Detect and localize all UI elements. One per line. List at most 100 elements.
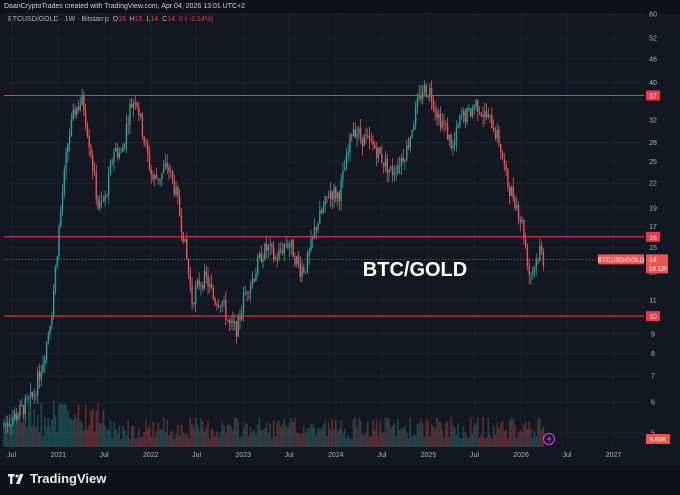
candle-body: [446, 124, 449, 140]
lightning-icon[interactable]: [543, 433, 555, 445]
candle-body: [29, 391, 32, 398]
volume-bar: [421, 423, 424, 447]
candle-body: [52, 291, 55, 317]
volume-bar: [528, 421, 530, 447]
level-lines[interactable]: 37 16 10: [4, 90, 660, 322]
volume-bar: [480, 434, 483, 447]
candle-body: [13, 413, 16, 419]
candle-body: [77, 107, 80, 110]
volume-bar: [36, 414, 39, 447]
volume-bar: [74, 414, 76, 447]
volume-bar: [155, 430, 158, 447]
volume-bar: [191, 423, 193, 447]
price-axis[interactable]: 5678911131517192225283240465260BTCUSD/GO…: [598, 12, 670, 445]
price-tick: 25: [649, 159, 657, 166]
volume-bar: [205, 426, 208, 447]
candle-body: [239, 315, 241, 320]
candle-body: [361, 137, 364, 147]
candle-body: [329, 191, 332, 198]
volume-bar: [439, 421, 442, 447]
volume-bar: [159, 429, 161, 447]
candle-body: [436, 110, 438, 118]
volume-bar: [279, 426, 282, 447]
volume-bar: [508, 420, 511, 447]
volume-bar: [65, 404, 67, 447]
candle-body: [184, 238, 186, 243]
volume-bar: [122, 425, 124, 447]
volume-bar: [375, 419, 378, 447]
time-tick: 2021: [50, 452, 66, 459]
candle-body: [303, 267, 305, 272]
candle-body: [198, 280, 200, 286]
candle-body: [503, 159, 506, 165]
volume-bar: [329, 429, 332, 447]
time-axis[interactable]: Jul 2021 Jul 2022 Jul 2023 Jul 2024 Jul 2025 Jul 20…: [7, 452, 621, 459]
volume-bar: [83, 431, 85, 447]
volume-bar: [118, 426, 121, 447]
candle-body: [475, 100, 477, 108]
volume-bar: [235, 417, 238, 447]
candle-body: [168, 167, 170, 172]
candle-body: [439, 113, 442, 128]
volume-bar: [56, 431, 59, 447]
volume-bar: [111, 437, 114, 447]
candle-body: [358, 128, 360, 134]
volume-bar: [537, 419, 539, 447]
volume-bar: [212, 431, 215, 447]
volume-bar: [301, 433, 303, 447]
volume-bar: [507, 438, 509, 447]
volume-bar: [52, 400, 55, 447]
volume-bar: [427, 422, 429, 447]
change-value: 0 (−2.14%): [178, 16, 214, 23]
candle-body: [214, 298, 216, 305]
volume-bar: [530, 428, 532, 447]
level-tag: [646, 90, 660, 101]
candle-body: [81, 94, 83, 106]
volume-bar: [496, 422, 499, 447]
candle-body: [317, 223, 319, 230]
volume-bar: [161, 429, 163, 447]
volume-bar: [264, 427, 266, 447]
price-tick: 52: [649, 36, 657, 43]
time-tick: Jul: [192, 452, 201, 459]
volume-bar: [425, 419, 428, 447]
volume-bar: [452, 424, 454, 447]
volume-bar: [29, 406, 32, 447]
volume-bar: [42, 436, 44, 447]
candle-body: [100, 200, 103, 202]
candle-body: [285, 243, 287, 245]
candle-body: [26, 397, 28, 399]
candle-body: [44, 360, 46, 365]
volume-bar: [457, 423, 460, 447]
volume-bar: [246, 424, 248, 447]
candle-series[interactable]: [3, 80, 545, 435]
low-value: 14: [150, 16, 159, 23]
volume-bar: [157, 423, 160, 447]
candle-body: [429, 88, 431, 97]
tradingview-brand[interactable]: TradingView: [8, 471, 106, 486]
candle-body: [138, 106, 140, 116]
volume-bar: [162, 417, 165, 447]
volume-bar: [418, 424, 420, 447]
candle-body: [102, 200, 105, 202]
volume-bar: [304, 433, 307, 447]
volume-bar: [232, 430, 234, 447]
candle-body: [386, 158, 388, 174]
candle-body: [542, 251, 545, 266]
candle-body: [217, 305, 220, 307]
volume-bar: [485, 437, 488, 447]
candle-body: [33, 394, 35, 397]
volume-bar: [354, 417, 357, 447]
candle-body: [342, 170, 344, 180]
candle-body: [8, 425, 11, 426]
candle-body: [258, 253, 261, 258]
candle-body: [351, 134, 353, 137]
price-tick: 19: [649, 205, 657, 212]
candle-body: [84, 110, 87, 126]
volume-bar: [59, 402, 62, 447]
candle-body: [194, 286, 197, 305]
time-tick: Jul: [470, 452, 479, 459]
candle-body: [478, 112, 481, 114]
volume-bar: [526, 429, 529, 447]
